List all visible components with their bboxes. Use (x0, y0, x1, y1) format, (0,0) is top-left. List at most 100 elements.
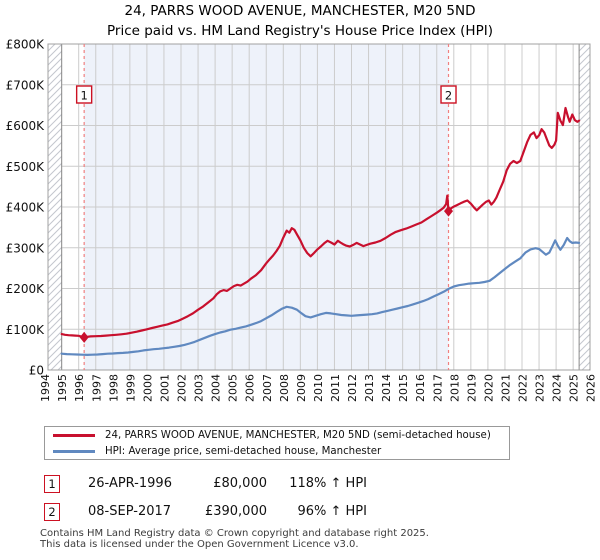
hatch-line (578, 326, 591, 339)
x-axis-label: 1999 (124, 374, 137, 402)
hatch-line (578, 235, 591, 248)
page-subtitle: Price paid vs. HM Land Registry's House … (107, 23, 493, 39)
hatch-line (578, 221, 591, 234)
hatch-line (47, 50, 63, 66)
y-axis-label: £700K (6, 78, 46, 92)
hatch-line (47, 71, 63, 87)
hatch-line (578, 144, 591, 157)
hatch-line (578, 340, 591, 353)
transaction-2-price: £390,000 (204, 504, 267, 519)
y-axis-label: £400K (6, 201, 46, 215)
hatch-line (578, 43, 587, 52)
hatch-line (578, 88, 591, 101)
hatch-line (47, 176, 63, 192)
hatch-line (578, 284, 591, 297)
legend-label-hpi: HPI: Average price, semi-detached house,… (105, 445, 382, 457)
x-axis-label: 2014 (380, 374, 393, 402)
hatch-line (578, 109, 591, 122)
x-axis-label: 2006 (244, 374, 257, 402)
hatch-line (47, 99, 63, 115)
hatch-line (47, 281, 63, 297)
hatch-line (578, 214, 591, 227)
hatch-line (578, 249, 591, 262)
x-axis-label: 2001 (158, 374, 171, 402)
hatch-line (57, 365, 63, 371)
x-axis-label: 2002 (176, 374, 189, 402)
y-axis-label: £800K (6, 38, 46, 52)
transaction-1-vs-hpi: 118% ↑ HPI (289, 476, 367, 491)
hatch-line (47, 190, 63, 206)
hatch-line (578, 53, 591, 66)
hatch-line (578, 333, 591, 346)
hatch-line (578, 46, 591, 59)
x-axis-label: 2007 (261, 374, 274, 402)
hatch-line (578, 193, 591, 206)
hatch-line (578, 312, 591, 325)
chart-legend: 24, PARRS WOOD AVENUE, MANCHESTER, M20 5… (44, 426, 510, 460)
x-axis-label: 2023 (534, 374, 547, 402)
x-axis-label: 2003 (193, 374, 206, 402)
price-line-swatch (53, 433, 95, 437)
x-axis-label: 2026 (585, 374, 598, 402)
hatch-line (578, 123, 591, 136)
hatch-line (47, 85, 63, 101)
hatch-line (47, 246, 63, 262)
x-axis-label: 2008 (278, 374, 291, 402)
transaction-1-number-box: 1 (44, 475, 60, 493)
sale-1-number: 1 (80, 89, 87, 103)
hatch-line (578, 200, 591, 213)
transaction-row-2: 2 08-SEP-2017 £390,000 96% ↑ HPI (0, 503, 600, 521)
hatch-line (47, 323, 63, 339)
transaction-row-1: 1 26-APR-1996 £80,000 118% ↑ HPI (0, 475, 600, 493)
legend-item-price: 24, PARRS WOOD AVENUE, MANCHESTER, M20 5… (45, 428, 509, 442)
transaction-2-vs-hpi: 96% ↑ HPI (297, 504, 367, 519)
hatch-line (578, 165, 591, 178)
transaction-2-number-box: 2 (44, 503, 60, 521)
x-axis-label: 2025 (568, 374, 581, 402)
hatch-line (578, 151, 591, 164)
x-axis-label: 1995 (56, 374, 69, 402)
sale-1-number-box (75, 85, 93, 104)
hatch-line (47, 113, 63, 129)
hatch-line (47, 141, 63, 157)
hatch-line (47, 43, 63, 59)
hatch-line (47, 43, 56, 52)
hatch-line (47, 351, 63, 367)
transaction-2-date: 08-SEP-2017 (88, 504, 172, 519)
hatch-line (578, 137, 591, 150)
x-axis-label: 2015 (397, 374, 410, 402)
y-axis-label: £300K (6, 241, 46, 255)
no-data-hatch-left (48, 44, 62, 370)
x-axis-label: 1996 (73, 374, 86, 402)
hpi-series-line (60, 236, 581, 356)
hatch-line (47, 218, 63, 234)
x-axis-label: 2017 (431, 374, 444, 402)
x-axis-label: 2021 (499, 374, 512, 402)
hatch-line (578, 74, 591, 87)
x-axis-label: 2018 (448, 374, 461, 402)
footer-licence: This data is licensed under the Open Gov… (40, 539, 359, 550)
y-axis-label: £200K (6, 282, 46, 296)
hatch-line (578, 60, 591, 73)
hatch-line (47, 169, 63, 185)
hatch-line (47, 197, 63, 213)
x-axis-label: 2012 (346, 374, 359, 402)
hatch-line (578, 179, 591, 192)
hatch-line (47, 148, 63, 164)
x-axis-label: 1998 (107, 374, 120, 402)
x-axis-label: 2009 (295, 374, 308, 402)
hatch-line (47, 92, 63, 108)
sale-2-number-box (440, 85, 457, 104)
page-title: 24, PARRS WOOD AVENUE, MANCHESTER, M20 5… (124, 3, 476, 19)
hatch-line (578, 347, 591, 360)
hatch-line (578, 158, 591, 171)
sale-2-diamond-marker (444, 205, 454, 217)
hatch-line (47, 344, 63, 360)
hatch-line (578, 270, 591, 283)
hatch-line (578, 207, 591, 220)
hatch-line (47, 64, 63, 80)
y-axis-label: £100K (6, 323, 46, 337)
plot-frame (47, 43, 591, 371)
x-axis-label: 2004 (210, 374, 223, 402)
hatch-line (47, 211, 63, 227)
